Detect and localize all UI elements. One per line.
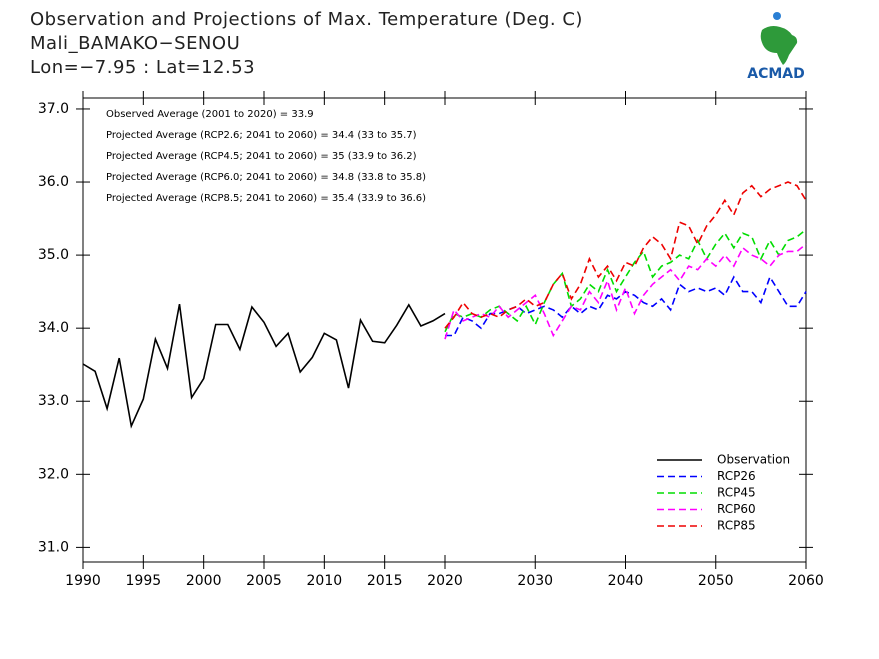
y-tick-label: 34.0 [38, 320, 69, 336]
x-tick-label: 2050 [698, 573, 734, 589]
x-tick-label: 2030 [517, 573, 553, 589]
legend-label: RCP85 [717, 519, 756, 533]
annotation: Projected Average (RCP2.6; 2041 to 2060)… [106, 130, 417, 141]
x-tick-label: 2015 [367, 573, 403, 589]
x-tick-label: 2000 [186, 573, 222, 589]
y-tick-label: 33.0 [38, 393, 69, 409]
x-tick-label: 1990 [65, 573, 101, 589]
chart-title: Observation and Projections of Max. Temp… [30, 9, 583, 30]
annotation: Projected Average (RCP4.5; 2041 to 2060)… [106, 151, 417, 162]
legend-label: RCP45 [717, 486, 756, 500]
x-tick-label: 2020 [427, 573, 463, 589]
y-tick-label: 37.0 [38, 101, 69, 117]
legend-label: Observation [717, 453, 790, 467]
x-tick-label: 2060 [788, 573, 824, 589]
chart-subtitle: Mali_BAMAKO−SENOU [30, 33, 240, 54]
annotation: Projected Average (RCP8.5; 2041 to 2060)… [106, 193, 426, 204]
x-tick-label: 2040 [608, 573, 644, 589]
legend-label: RCP60 [717, 502, 756, 516]
annotation: Observed Average (2001 to 2020) = 33.9 [106, 109, 314, 120]
x-tick-label: 2005 [246, 573, 282, 589]
x-tick-label: 1995 [126, 573, 162, 589]
logo: ACMAD [747, 12, 805, 82]
y-tick-label: 35.0 [38, 247, 69, 263]
data-line [444, 228, 807, 333]
y-tick-label: 32.0 [38, 466, 69, 482]
legend-label: RCP26 [717, 469, 756, 483]
chart-subtitle: Lon=−7.95 : Lat=12.53 [30, 57, 255, 78]
logo-africa [760, 26, 798, 65]
y-tick-label: 36.0 [38, 174, 69, 190]
plot-frame [82, 97, 807, 563]
data-line [444, 181, 807, 329]
data-line [82, 303, 446, 429]
data-line [444, 243, 807, 340]
logo-drop [773, 12, 781, 20]
logo-text: ACMAD [747, 66, 805, 82]
y-tick-label: 31.0 [38, 539, 69, 555]
annotation: Projected Average (RCP6.0; 2041 to 2060)… [106, 172, 426, 183]
x-tick-label: 2010 [307, 573, 343, 589]
